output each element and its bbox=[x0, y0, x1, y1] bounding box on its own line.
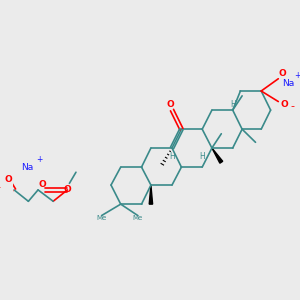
Text: O: O bbox=[280, 100, 288, 109]
Text: -: - bbox=[291, 101, 295, 111]
Text: Me: Me bbox=[97, 214, 107, 220]
Text: O: O bbox=[64, 185, 71, 194]
Text: O: O bbox=[279, 69, 286, 78]
Text: O: O bbox=[4, 176, 12, 184]
Text: H: H bbox=[199, 152, 205, 161]
Polygon shape bbox=[212, 148, 223, 163]
Polygon shape bbox=[149, 185, 153, 204]
Text: +: + bbox=[36, 155, 42, 164]
Text: H: H bbox=[169, 152, 175, 161]
Text: Na: Na bbox=[282, 79, 294, 88]
Text: O: O bbox=[39, 180, 46, 189]
Text: Na: Na bbox=[21, 163, 34, 172]
Text: O: O bbox=[167, 100, 175, 109]
Text: Me: Me bbox=[133, 214, 143, 220]
Text: +: + bbox=[294, 71, 300, 80]
Text: H: H bbox=[230, 100, 236, 109]
